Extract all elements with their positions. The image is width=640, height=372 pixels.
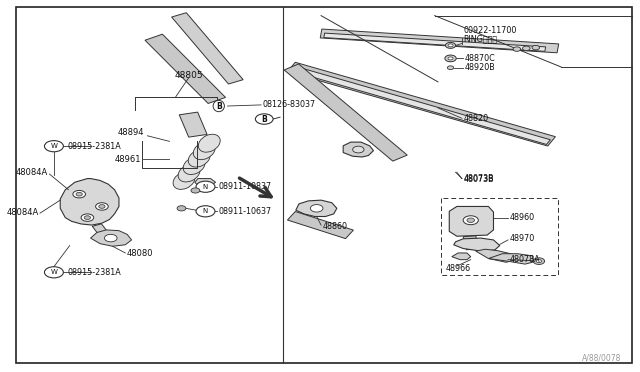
Ellipse shape (193, 142, 215, 160)
Text: 48966: 48966 (446, 264, 471, 273)
Text: W: W (51, 269, 58, 275)
Text: B: B (261, 115, 267, 124)
Text: N: N (203, 184, 208, 190)
Circle shape (310, 205, 323, 212)
Text: 48084A: 48084A (6, 208, 39, 217)
Polygon shape (324, 33, 546, 51)
Circle shape (463, 216, 478, 225)
Text: 48960: 48960 (509, 213, 534, 222)
Polygon shape (292, 67, 550, 144)
Ellipse shape (198, 134, 220, 152)
Ellipse shape (188, 149, 210, 167)
Ellipse shape (173, 171, 195, 189)
Text: 48080: 48080 (127, 249, 153, 258)
Polygon shape (287, 212, 353, 238)
Circle shape (467, 218, 474, 222)
Ellipse shape (183, 157, 205, 174)
Text: B: B (216, 102, 221, 110)
Circle shape (532, 45, 540, 50)
Text: 08911-10637: 08911-10637 (218, 207, 271, 216)
Text: 48970: 48970 (509, 234, 534, 243)
Circle shape (76, 192, 83, 196)
Polygon shape (92, 224, 113, 241)
Polygon shape (449, 206, 493, 236)
Text: W: W (51, 143, 58, 149)
Circle shape (95, 203, 108, 210)
Polygon shape (463, 236, 479, 250)
Polygon shape (145, 34, 225, 103)
Text: 48078A: 48078A (509, 255, 540, 264)
Circle shape (99, 205, 105, 208)
Text: 48920B: 48920B (465, 63, 495, 72)
Circle shape (196, 206, 215, 217)
Polygon shape (488, 254, 534, 264)
Polygon shape (90, 230, 132, 246)
Circle shape (177, 206, 186, 211)
Circle shape (445, 55, 456, 62)
Text: 00922-11700: 00922-11700 (463, 26, 516, 35)
Text: 48820: 48820 (463, 114, 488, 123)
Text: 48961: 48961 (115, 155, 141, 164)
Text: 48073B: 48073B (463, 175, 494, 184)
Polygon shape (179, 112, 207, 137)
Circle shape (104, 234, 117, 242)
Polygon shape (195, 179, 216, 189)
Text: 08915-2381A: 08915-2381A (67, 268, 121, 277)
Text: 08126-83037: 08126-83037 (262, 100, 316, 109)
Circle shape (447, 66, 454, 70)
Text: N: N (203, 208, 208, 214)
Ellipse shape (178, 164, 200, 182)
Circle shape (73, 190, 86, 198)
Text: 08911-10837: 08911-10837 (218, 182, 271, 191)
Circle shape (44, 141, 63, 152)
Circle shape (533, 258, 545, 264)
Circle shape (81, 214, 93, 221)
Circle shape (522, 46, 530, 51)
Circle shape (255, 114, 273, 124)
Polygon shape (60, 179, 119, 225)
Circle shape (84, 216, 90, 219)
Polygon shape (287, 62, 556, 146)
Polygon shape (452, 253, 471, 260)
Circle shape (353, 146, 364, 153)
Polygon shape (172, 13, 243, 84)
Polygon shape (476, 249, 514, 262)
Polygon shape (343, 142, 374, 157)
Text: 08915-2381A: 08915-2381A (67, 142, 121, 151)
Text: RINGリング: RINGリング (463, 34, 497, 43)
Polygon shape (296, 200, 337, 217)
Circle shape (196, 181, 215, 192)
Text: 48870C: 48870C (465, 54, 495, 63)
Circle shape (536, 260, 541, 263)
Polygon shape (454, 238, 500, 251)
Polygon shape (320, 29, 559, 53)
Text: 48084A: 48084A (16, 169, 48, 177)
Text: 48073B: 48073B (463, 174, 494, 183)
Circle shape (191, 188, 200, 193)
Text: A/88/0078: A/88/0078 (582, 353, 621, 362)
Circle shape (44, 267, 63, 278)
Polygon shape (284, 64, 407, 161)
Circle shape (445, 42, 456, 48)
Text: 48894: 48894 (118, 128, 144, 137)
Circle shape (448, 44, 453, 47)
Text: 48860: 48860 (323, 222, 348, 231)
Circle shape (448, 57, 453, 60)
Text: 48805: 48805 (174, 71, 203, 80)
Circle shape (513, 47, 520, 51)
